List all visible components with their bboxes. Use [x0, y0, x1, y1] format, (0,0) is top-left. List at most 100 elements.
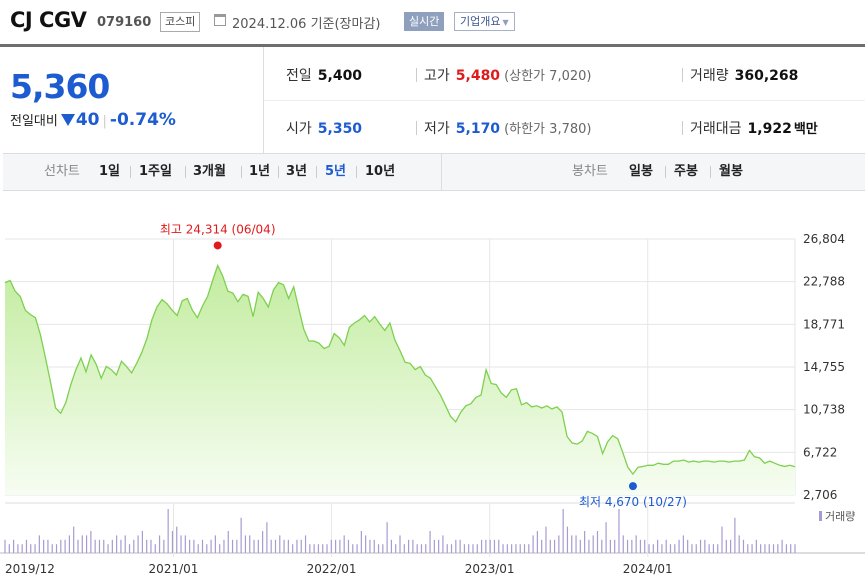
volume-bar — [171, 531, 174, 553]
volume-bar — [682, 535, 684, 553]
x-tick-label: 2023/01 — [465, 562, 515, 576]
x-tick-label: 2024/01 — [623, 562, 673, 576]
volume-bar — [317, 544, 320, 553]
volume-bar — [704, 539, 706, 553]
y-tick-label: 6,722 — [803, 445, 837, 459]
volume-bar — [661, 544, 663, 553]
volume-bar — [657, 539, 659, 553]
market-badge: 코스피 — [160, 12, 201, 32]
volume-bar — [639, 539, 642, 553]
company-overview-dropdown[interactable]: 기업개요 ▼ — [454, 12, 515, 31]
volume-bar — [498, 539, 500, 553]
volume-bar — [506, 544, 508, 553]
candle-daily[interactable]: 일봉 — [629, 164, 653, 179]
change-amount: 40 — [75, 110, 100, 130]
volume-bar — [369, 539, 371, 553]
period-1y[interactable]: 1년 — [249, 164, 271, 179]
volume-bar — [313, 544, 315, 553]
volume-bar — [8, 544, 10, 553]
volume-label: 거래량 — [690, 68, 729, 84]
volume-bar — [652, 544, 654, 553]
volume-bar — [790, 544, 792, 553]
period-3m[interactable]: 3개월 — [193, 164, 226, 179]
prev-close-label: 전일 — [286, 68, 312, 84]
volume-bar — [708, 544, 710, 553]
upper-limit-label: 상한가 — [509, 69, 546, 84]
volume-bar — [777, 544, 779, 553]
volume-bar — [158, 535, 161, 553]
volume-bar — [103, 539, 105, 553]
volume-bar — [244, 535, 247, 553]
volume-bar — [545, 526, 547, 553]
volume-bar — [493, 539, 496, 553]
volume-bar — [326, 544, 328, 553]
high-annotation: 최고 24,314 (06/04) — [160, 222, 276, 236]
period-10y[interactable]: 10년 — [365, 164, 396, 179]
price-line — [4, 263, 796, 476]
volume-bar — [154, 544, 156, 553]
period-3y[interactable]: 3년 — [286, 164, 308, 179]
volume-bar — [463, 544, 466, 553]
change-label: 전일대비 — [10, 114, 58, 129]
open-label: 시가 — [286, 121, 312, 137]
as-of-date: 2024.12.06 기준(장마감) — [232, 17, 381, 32]
line-chart-label: 선차트 — [44, 164, 80, 179]
volume-bar — [60, 539, 62, 553]
volume-bar — [390, 539, 393, 553]
volume-bar — [519, 544, 521, 553]
volume-bar — [334, 539, 337, 553]
volume-bar — [596, 531, 599, 553]
period-5y[interactable]: 5년 — [325, 164, 347, 179]
volume-bar — [721, 526, 723, 553]
volume-bar — [717, 544, 719, 553]
y-tick-label: 2,706 — [803, 488, 837, 502]
volume-legend-label: 거래량 — [825, 510, 855, 523]
volume-bar — [373, 539, 375, 553]
volume-bar — [81, 535, 83, 553]
volume-bar — [322, 544, 324, 553]
company-overview-label: 기업개요 — [460, 15, 501, 28]
volume-bar — [420, 544, 423, 553]
volume-bar — [262, 531, 264, 553]
prev-close-value: 5,400 — [317, 68, 363, 84]
volume-bar — [21, 544, 23, 553]
period-1d[interactable]: 1일 — [99, 164, 121, 179]
x-tick-label: 2021/01 — [149, 562, 199, 576]
volume-bar — [502, 544, 504, 553]
open-cell: 시가 5,350 — [286, 118, 362, 138]
y-tick-label: 22,788 — [803, 275, 845, 289]
volume-bar — [309, 544, 311, 553]
stock-name: CJ CGV — [10, 8, 87, 32]
volume-bar — [571, 535, 573, 553]
volume-bar — [386, 522, 388, 553]
realtime-button[interactable]: 실시간 — [404, 12, 445, 31]
volume-bar — [382, 544, 384, 553]
volume-bar — [648, 544, 650, 553]
volume-bar — [399, 535, 401, 553]
amount-value: 1,922 — [747, 121, 792, 137]
volume-bar — [116, 535, 118, 553]
y-tick-label: 26,804 — [803, 232, 845, 246]
volume-bar — [536, 531, 538, 553]
candle-monthly[interactable]: 월봉 — [719, 164, 743, 179]
volume-bar — [206, 544, 208, 553]
volume-bar — [459, 539, 461, 553]
volume-bar — [227, 531, 229, 553]
volume-bar — [575, 535, 577, 553]
volume-bar — [296, 539, 298, 553]
candle-weekly[interactable]: 주봉 — [674, 164, 698, 179]
volume-bar — [687, 539, 689, 553]
volume-bar — [137, 535, 139, 553]
volume-bar — [446, 544, 448, 553]
volume-bar — [292, 544, 294, 553]
volume-bar — [412, 539, 414, 553]
volume-bar — [85, 535, 88, 553]
period-1w[interactable]: 1주일 — [139, 164, 172, 179]
volume-bar — [395, 544, 397, 553]
stock-header: CJ CGV 079160 코스피 2024.12.06 기준(장마감) 실시간… — [0, 0, 865, 44]
stock-code: 079160 — [97, 15, 152, 30]
volume-bar — [77, 539, 79, 553]
volume-bar — [433, 539, 435, 553]
volume-bar — [107, 544, 109, 553]
volume-bar — [738, 535, 740, 553]
